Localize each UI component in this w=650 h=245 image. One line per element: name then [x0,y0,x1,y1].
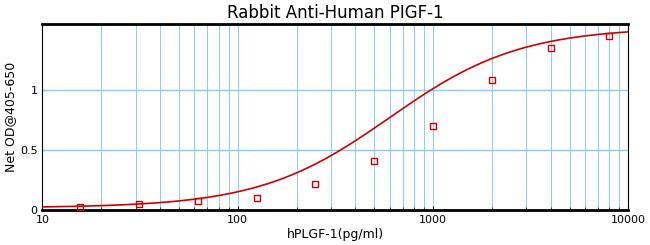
Title: Rabbit Anti-Human PIGF-1: Rabbit Anti-Human PIGF-1 [227,4,444,22]
Y-axis label: Net OD@405-650: Net OD@405-650 [4,62,17,172]
X-axis label: hPLGF-1(pg/ml): hPLGF-1(pg/ml) [287,228,384,241]
